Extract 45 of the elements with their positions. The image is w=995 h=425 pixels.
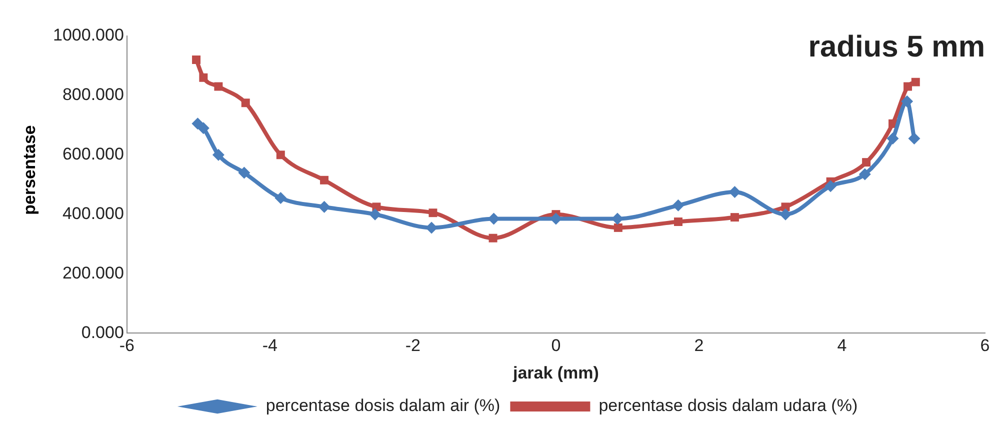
x-tick-label: 0 — [551, 336, 561, 356]
point — [238, 166, 250, 179]
point — [214, 82, 223, 91]
point — [824, 180, 837, 192]
point — [276, 150, 285, 160]
point — [901, 95, 914, 108]
x-tick-label: -2 — [405, 336, 420, 356]
point — [369, 208, 382, 220]
y-tick-label: 1000.000 — [53, 26, 124, 45]
chart-title: radius 5 mm — [808, 30, 985, 64]
point — [241, 98, 250, 108]
point — [911, 78, 920, 86]
point — [858, 168, 871, 180]
x-axis-title: jarak (mm) — [512, 363, 599, 382]
point — [908, 132, 920, 145]
point — [318, 200, 330, 213]
point — [674, 218, 682, 226]
point — [862, 158, 871, 167]
x-tick-label: 6 — [980, 336, 990, 356]
point — [779, 208, 792, 220]
point — [904, 82, 912, 91]
point — [730, 213, 739, 222]
y-tick-label: 400.000 — [62, 204, 124, 224]
point — [614, 223, 622, 232]
point — [274, 192, 287, 204]
point — [197, 122, 210, 134]
point — [428, 208, 438, 218]
x-tick-label: -4 — [262, 336, 278, 356]
point — [672, 199, 684, 212]
y-tick-label: 200.000 — [62, 263, 124, 282]
point — [488, 234, 498, 242]
y-tick-label: 800.000 — [62, 85, 124, 104]
point — [320, 176, 329, 184]
legend-label: percentase dosis dalam udara (%) — [598, 396, 858, 416]
x-tick-label: 2 — [694, 336, 704, 356]
y-axis-title: persentase — [20, 125, 40, 215]
point — [212, 148, 224, 161]
x-tick-label: 4 — [837, 336, 847, 356]
point — [192, 56, 201, 64]
point — [728, 186, 741, 198]
legend-label: percentase dosis dalam air (%) — [266, 396, 500, 416]
point — [199, 73, 208, 82]
y-tick-label: 0.000 — [81, 322, 124, 342]
point — [886, 132, 899, 145]
y-tick-label: 600.000 — [62, 144, 124, 164]
